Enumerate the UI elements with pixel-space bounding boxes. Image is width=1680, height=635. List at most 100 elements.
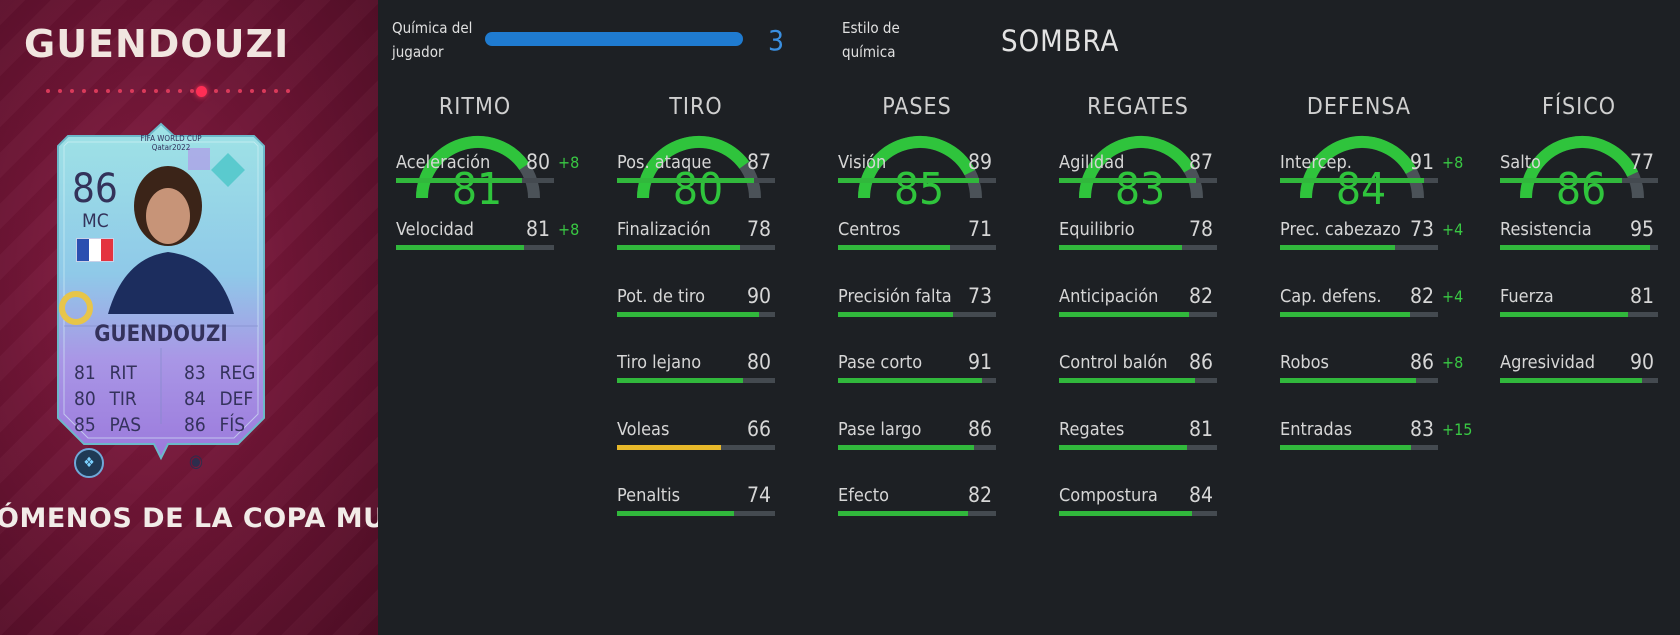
stat-name: Control balón: [1059, 352, 1168, 373]
carousel-dot[interactable]: [238, 89, 242, 93]
player-name-header: GUENDOUZI: [24, 22, 290, 66]
card-stat-value: 81: [74, 362, 96, 384]
gauge-fill: [1300, 136, 1417, 199]
stat-bar-fill: [1280, 445, 1412, 450]
promo-title: ÓMENOS DE LA COPA MU: [0, 503, 378, 534]
carousel-dot[interactable]: [154, 89, 158, 93]
carousel-dot-active[interactable]: [196, 86, 207, 97]
carousel-dots[interactable]: [46, 86, 290, 97]
stat-row[interactable]: Voleas 66: [617, 417, 775, 459]
stat-bar: [838, 511, 996, 516]
carousel-dot[interactable]: [142, 89, 146, 93]
stat-row[interactable]: Salto 77: [1500, 150, 1658, 192]
stat-row[interactable]: Finalización 78: [617, 217, 775, 259]
stat-value: 74: [746, 483, 771, 507]
carousel-dot[interactable]: [46, 89, 50, 93]
stat-bar-fill: [1059, 178, 1197, 183]
carousel-dot[interactable]: [250, 89, 254, 93]
stat-row[interactable]: Pot. de tiro 90: [617, 284, 775, 326]
stat-bar: [1059, 245, 1217, 250]
stat-bar: [1280, 178, 1438, 183]
card-stats-left: 81 RIT 80 TIR 85 PAS: [74, 360, 141, 438]
stat-value: 89: [967, 150, 992, 174]
stat-bar: [396, 245, 554, 250]
stat-value: 77: [1629, 150, 1654, 174]
stat-row[interactable]: Resistencia 95: [1500, 217, 1658, 259]
carousel-dot[interactable]: [130, 89, 134, 93]
stat-bar-fill: [838, 445, 974, 450]
carousel-dot[interactable]: [214, 89, 218, 93]
stat-bar-fill: [1059, 245, 1183, 250]
player-card[interactable]: FIFA WORLD CUP Qatar2022 86 MC GUENDOUZI…: [38, 118, 284, 478]
stat-value: 87: [1188, 150, 1213, 174]
stat-bonus: +8: [1442, 353, 1464, 372]
carousel-dot[interactable]: [226, 89, 230, 93]
stat-row[interactable]: Centros 71: [838, 217, 996, 259]
category-value: 85: [893, 164, 945, 215]
stat-row[interactable]: Efecto 82: [838, 483, 996, 525]
stat-name: Regates: [1059, 419, 1125, 440]
stat-row[interactable]: Visión 89: [838, 150, 996, 192]
stat-bar: [1280, 312, 1438, 317]
stat-row[interactable]: Equilibrio 78: [1059, 217, 1217, 259]
category-gauge: [858, 136, 982, 199]
stat-bar: [838, 378, 996, 383]
stat-row[interactable]: Prec. cabezazo 73 +4: [1280, 217, 1463, 259]
stat-row[interactable]: Pos. ataque 87: [617, 150, 775, 192]
carousel-dot[interactable]: [178, 89, 182, 93]
stat-bar: [1059, 378, 1217, 383]
stat-row[interactable]: Compostura 84: [1059, 483, 1217, 525]
carousel-dot[interactable]: [274, 89, 278, 93]
chemistry-style-label: Estilo de química: [842, 16, 900, 64]
stat-row[interactable]: Penaltis 74: [617, 483, 775, 525]
stat-value: 91: [967, 350, 992, 374]
stat-bar: [1059, 312, 1217, 317]
stat-name: Prec. cabezazo: [1280, 219, 1401, 240]
stat-row[interactable]: Pase corto 91: [838, 350, 996, 392]
card-stat-value: 86: [184, 414, 206, 436]
card-rating: 86: [72, 166, 118, 212]
stat-name: Pase largo: [838, 419, 922, 440]
stat-name: Robos: [1280, 352, 1329, 373]
chemistry-style-value[interactable]: SOMBRA: [1001, 24, 1120, 58]
carousel-dot[interactable]: [286, 89, 290, 93]
card-stat-row: 83 REG: [184, 360, 255, 386]
carousel-dot[interactable]: [262, 89, 266, 93]
stat-value: 82: [1188, 284, 1213, 308]
stat-row[interactable]: Anticipación 82: [1059, 284, 1217, 326]
carousel-dot[interactable]: [94, 89, 98, 93]
carousel-dot[interactable]: [106, 89, 110, 93]
stat-row[interactable]: Entradas 83 +15: [1280, 417, 1472, 459]
stat-row[interactable]: Agilidad 87: [1059, 150, 1217, 192]
carousel-dot[interactable]: [82, 89, 86, 93]
stat-row[interactable]: Agresividad 90: [1500, 350, 1658, 392]
carousel-dot[interactable]: [166, 89, 170, 93]
stat-row[interactable]: Velocidad 81 +8: [396, 217, 579, 259]
stat-bar: [838, 245, 996, 250]
carousel-dot[interactable]: [58, 89, 62, 93]
stat-row[interactable]: Robos 86 +8: [1280, 350, 1463, 392]
card-stat-label: FÍS: [219, 414, 246, 436]
stat-row[interactable]: Cap. defens. 82 +4: [1280, 284, 1463, 326]
carousel-dot[interactable]: [70, 89, 74, 93]
stat-row[interactable]: Fuerza 81: [1500, 284, 1658, 326]
stat-bar: [838, 445, 996, 450]
stat-bar-fill: [838, 378, 982, 383]
stat-value: 90: [746, 284, 771, 308]
card-stat-value: 83: [184, 362, 206, 384]
carousel-dot[interactable]: [118, 89, 122, 93]
category-title: RITMO: [438, 94, 512, 120]
stat-value: 91: [1409, 150, 1434, 174]
stat-bar-fill: [617, 378, 744, 383]
stat-row[interactable]: Pase largo 86: [838, 417, 996, 459]
stat-value: 80: [746, 350, 771, 374]
stat-row[interactable]: Regates 81: [1059, 417, 1217, 459]
player-chemistry-label-line2: jugador: [392, 43, 444, 61]
stat-row[interactable]: Intercep. 91 +8: [1280, 150, 1463, 192]
stat-row[interactable]: Control balón 86: [1059, 350, 1217, 392]
stat-row[interactable]: Tiro lejano 80: [617, 350, 775, 392]
stat-row[interactable]: Aceleración 80 +8: [396, 150, 579, 192]
carousel-dot[interactable]: [190, 89, 194, 93]
stat-row[interactable]: Precisión falta 73: [838, 284, 996, 326]
stat-value: 95: [1629, 217, 1654, 241]
